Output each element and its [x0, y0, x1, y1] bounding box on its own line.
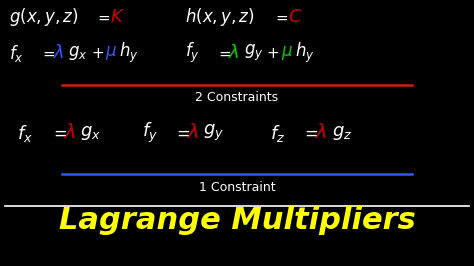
Text: $=$: $=$ — [40, 46, 56, 61]
Text: $=$: $=$ — [216, 46, 232, 61]
Text: $f_y$: $f_y$ — [142, 121, 158, 145]
Text: $f_x$: $f_x$ — [17, 123, 33, 143]
Text: $f_z$: $f_z$ — [270, 123, 285, 143]
Text: $\lambda$: $\lambda$ — [64, 123, 76, 143]
Text: $g_y$: $g_y$ — [203, 123, 224, 143]
Text: Lagrange Multipliers: Lagrange Multipliers — [59, 206, 415, 235]
Text: $f_x$: $f_x$ — [9, 43, 24, 64]
Text: $K$: $K$ — [110, 8, 125, 26]
Text: $\mu$: $\mu$ — [281, 44, 292, 62]
Text: $g_y$: $g_y$ — [244, 43, 264, 63]
Text: $\lambda$: $\lambda$ — [228, 44, 240, 62]
Text: $h(x,y,z)$: $h(x,y,z)$ — [185, 6, 255, 28]
Text: $g_x$: $g_x$ — [80, 124, 100, 142]
Text: 1 Constraint: 1 Constraint — [199, 181, 275, 194]
Text: 2 Constraints: 2 Constraints — [195, 91, 279, 103]
Text: $\lambda$: $\lambda$ — [315, 123, 328, 143]
Text: $h_y$: $h_y$ — [119, 41, 139, 65]
Text: $f_y$: $f_y$ — [185, 41, 200, 65]
Text: $\mu$: $\mu$ — [105, 44, 117, 62]
Text: $g_x$: $g_x$ — [68, 44, 87, 62]
Text: $=$: $=$ — [273, 10, 289, 25]
Text: $+$: $+$ — [91, 46, 104, 61]
Text: $C$: $C$ — [288, 8, 303, 26]
Text: $=$: $=$ — [173, 124, 191, 142]
Text: $=$: $=$ — [95, 10, 111, 25]
Text: $\lambda$: $\lambda$ — [53, 44, 64, 62]
Text: $h_y$: $h_y$ — [295, 41, 314, 65]
Text: $+$: $+$ — [266, 46, 280, 61]
Text: $=$: $=$ — [301, 124, 319, 142]
Text: $g_z$: $g_z$ — [332, 124, 352, 142]
Text: $g(x,y,z)$: $g(x,y,z)$ — [9, 6, 79, 28]
Text: $\lambda$: $\lambda$ — [187, 123, 200, 143]
Text: $=$: $=$ — [50, 124, 67, 142]
